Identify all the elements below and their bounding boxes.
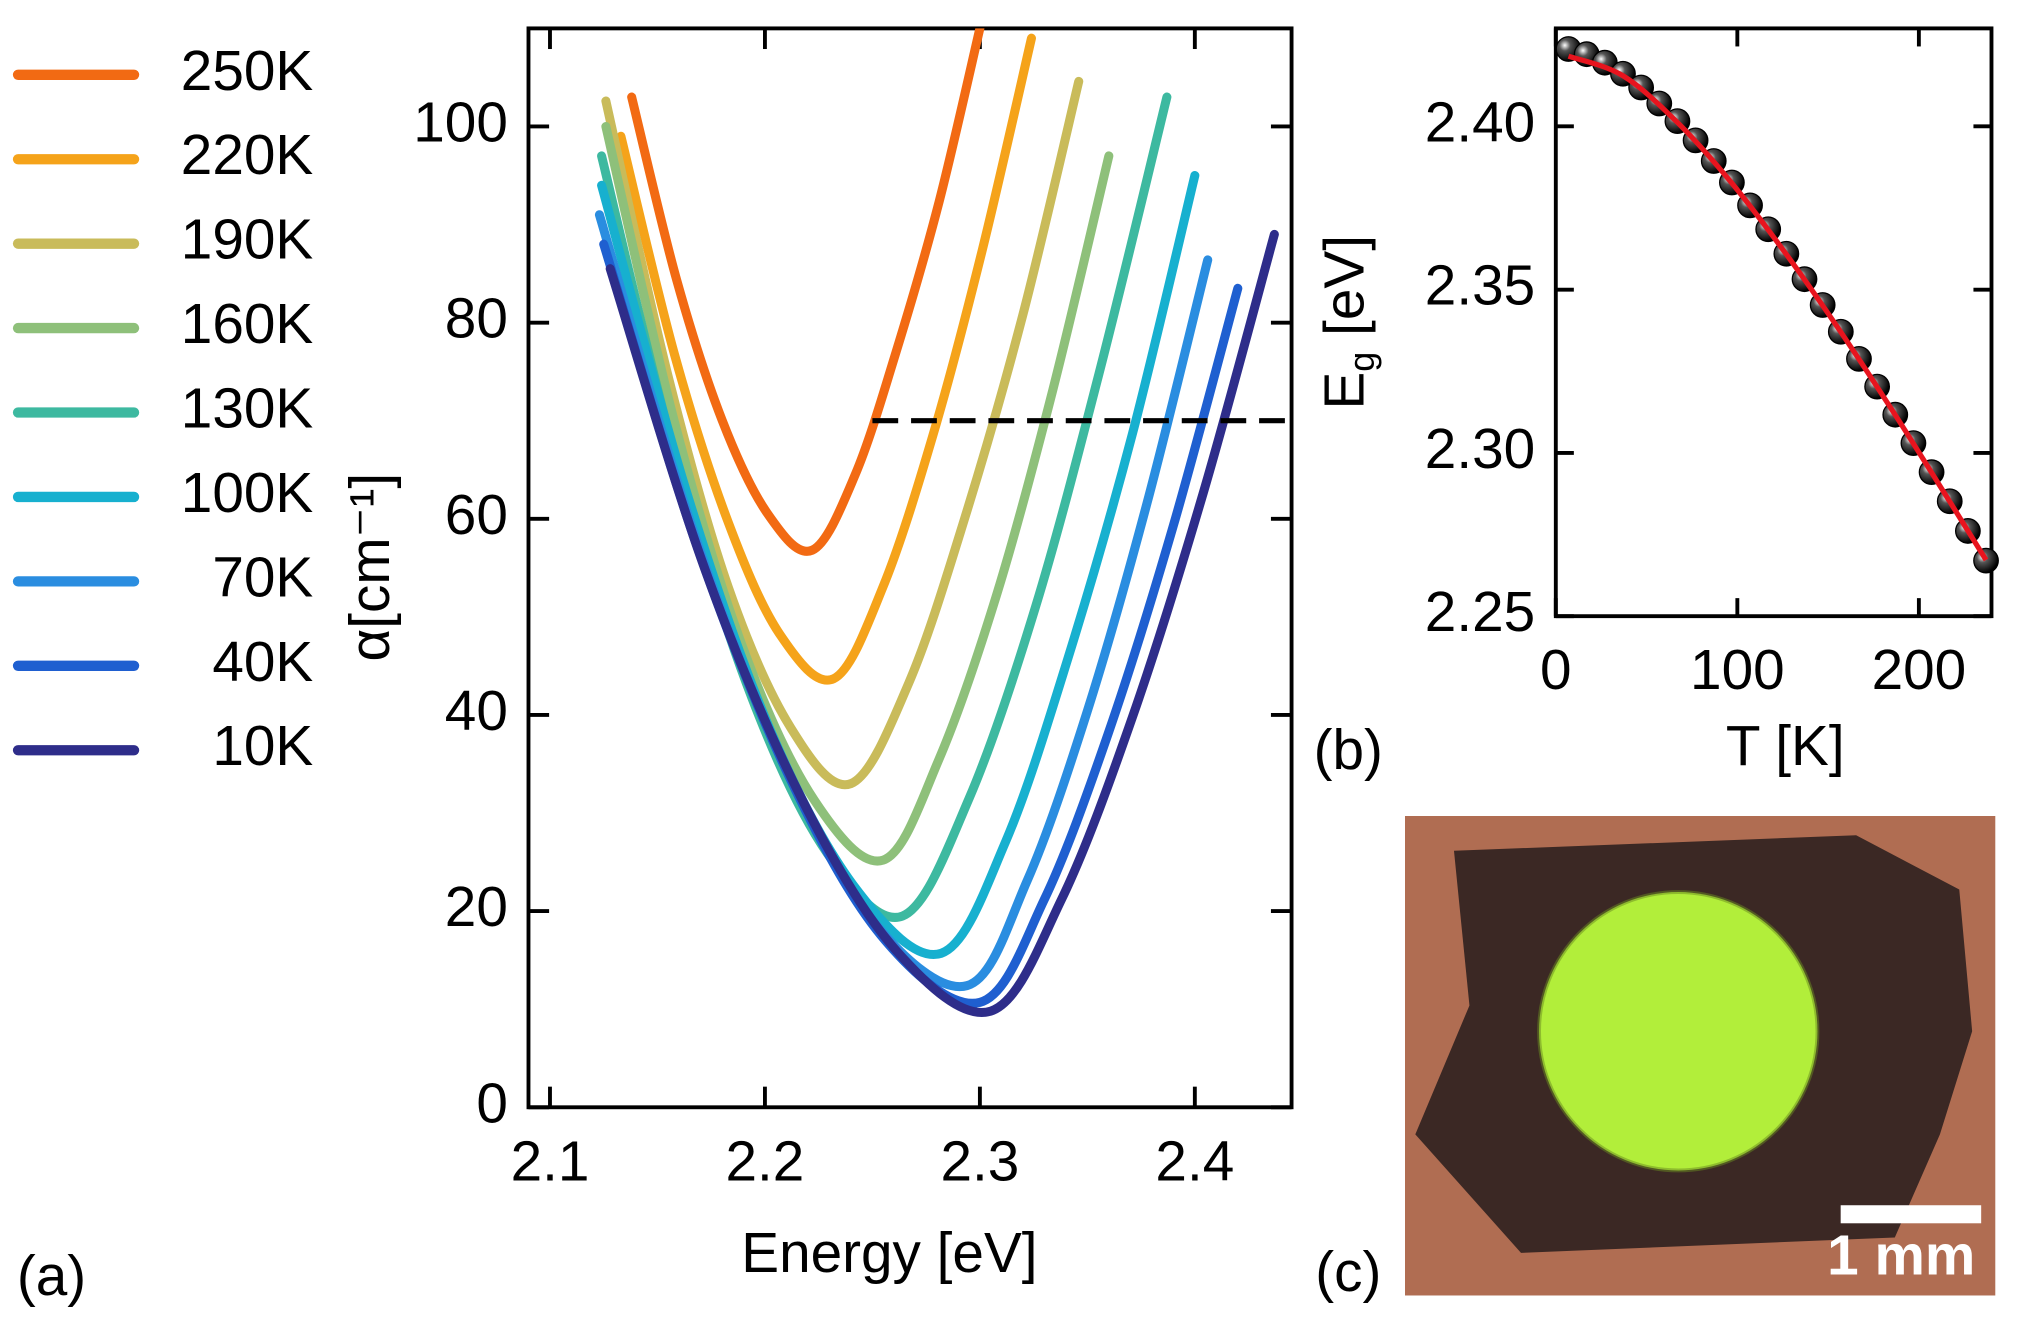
panel-label: (c) — [1315, 1241, 1381, 1304]
series-line — [601, 121, 1114, 866]
scale-bar-label: 1 mm — [1827, 1224, 1975, 1287]
y-axis-label: α[cm⁻¹] — [339, 473, 402, 662]
panel-a: 2.1 2.2 2.3 2.4 0 20 40 60 80 100 250K 220K 190K 160K… — [12, 26, 1294, 1285]
y-tick-label: 60 — [445, 484, 508, 547]
panel-c-photo: 1 mm — [1404, 815, 1996, 1296]
series-line — [597, 171, 1200, 959]
legend-label: 220K — [181, 124, 314, 187]
legend-label: 160K — [181, 293, 314, 356]
y-tick-label: 0 — [476, 1072, 508, 1135]
legend-label: 10K — [212, 715, 313, 778]
y-tick-label: 2.40 — [1425, 91, 1535, 154]
fit-line — [1567, 53, 1989, 562]
y-tick-label: 100 — [413, 91, 508, 154]
y-axis-label-part: [eV] — [1313, 235, 1376, 352]
x-tick-label: 0 — [1540, 639, 1572, 702]
y-tick-label: 40 — [445, 680, 508, 743]
legend-label: 250K — [181, 40, 314, 103]
series-line — [605, 229, 1279, 1017]
legend-label: 40K — [212, 631, 313, 694]
legend-label: 190K — [181, 209, 314, 272]
data-point — [1973, 547, 1999, 574]
x-axis-label: T [K] — [1726, 715, 1845, 778]
y-tick-label: 2.30 — [1425, 418, 1535, 481]
x-axis-label: Energy [eV] — [741, 1222, 1037, 1285]
y-tick-label: 2.35 — [1425, 255, 1535, 318]
legend-label: 100K — [181, 462, 314, 525]
x-tick-label: 2.3 — [940, 1130, 1019, 1193]
panel-b: 0 100 200 2.25 2.30 2.35 2.40 T [K] Eg [eV] — [1313, 26, 1999, 778]
sample-edge — [1537, 890, 1820, 1173]
series-line — [601, 76, 1084, 790]
panel-label: (a) — [17, 1245, 86, 1308]
plot-frame — [526, 26, 1294, 1110]
y-tick-label: 2.25 — [1425, 581, 1535, 644]
y-tick-label: 20 — [445, 876, 508, 939]
scale-bar — [1840, 1205, 1982, 1224]
plot-frame — [1553, 26, 1994, 619]
series-line — [627, 28, 985, 556]
legend-label: 70K — [212, 546, 313, 609]
y-axis-label-part: g — [1340, 352, 1381, 372]
x-tick-label: 2.2 — [726, 1130, 805, 1193]
x-tick-label: 200 — [1872, 639, 1967, 702]
legend-label: 130K — [181, 377, 314, 440]
sample-disc — [1539, 892, 1818, 1171]
x-tick-label: 2.1 — [511, 1130, 590, 1193]
x-tick-label: 100 — [1690, 639, 1785, 702]
series-line — [616, 33, 1036, 685]
plot-area — [594, 28, 1292, 1017]
y-axis-label-part: E — [1313, 372, 1376, 410]
x-tick-label: 2.4 — [1155, 1130, 1234, 1193]
y-tick-label: 80 — [445, 288, 508, 351]
panel-label: (b) — [1314, 719, 1383, 782]
y-axis-label: Eg [eV] — [1313, 235, 1381, 410]
